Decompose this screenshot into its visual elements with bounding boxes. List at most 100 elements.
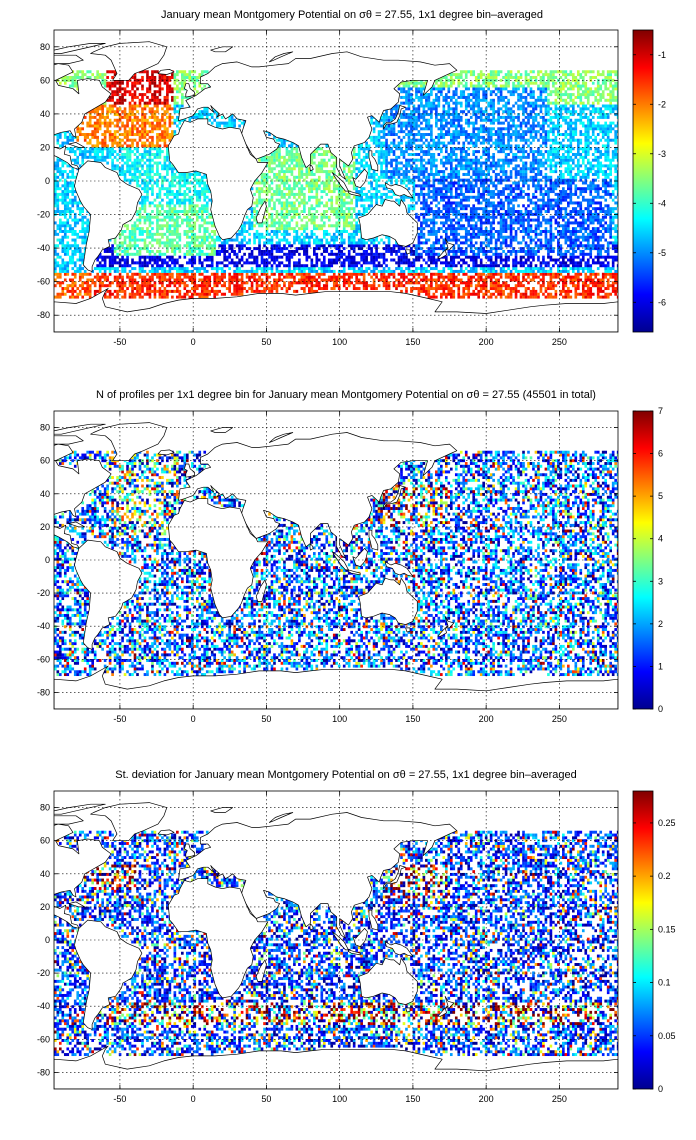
data-bin [98,289,102,293]
data-bin [534,249,538,253]
data-bin [579,244,583,248]
data-bin [273,190,276,194]
data-bin [586,201,590,205]
data-bin [322,264,326,268]
data-bin [534,252,538,256]
data-bin [330,210,334,214]
data-bin [537,258,540,262]
data-bin [499,198,503,202]
data-bin [482,187,485,191]
data-bin [591,241,595,245]
data-bin [529,218,533,222]
data-bin [370,238,373,242]
data-bin [280,269,284,273]
data-bin [435,287,438,291]
data-bin [143,184,147,188]
data-bin [71,238,75,242]
data-bin [195,244,199,248]
data-bin [71,204,75,208]
data-bin [469,232,473,236]
data-bin [502,201,505,205]
data-bin [163,292,167,296]
data-bin [601,289,605,293]
data-bin [310,267,314,271]
data-bin [606,267,610,271]
data-bin [504,295,508,299]
data-bin [449,258,453,262]
data-bin [362,249,366,253]
data-bin [66,267,70,271]
data-bin [489,281,493,285]
data-bin [332,224,336,228]
data-bin [250,269,254,273]
data-bin [171,212,174,216]
data-bin [190,212,194,216]
data-bin [190,224,194,228]
data-bin [519,292,523,296]
data-bin [604,287,608,291]
data-bin [444,284,448,288]
data-bin [512,210,515,214]
data-bin [290,210,294,214]
data-bin [298,247,301,251]
data-bin [499,190,503,194]
data-bin [527,281,530,285]
data-bin [193,184,197,188]
data-bin [547,190,550,194]
data-bin [263,252,266,256]
data-bin [430,261,433,265]
data-bin [544,210,548,214]
data-bin [66,229,70,233]
data-bin [250,227,254,231]
data-bin [203,252,207,256]
data-bin [243,281,246,285]
data-bin [325,287,329,291]
data-bin [589,264,593,268]
data-bin [606,292,610,296]
data-bin [96,272,99,276]
data-bin [462,192,466,196]
data-bin [539,190,543,194]
data-bin [464,204,468,208]
data-bin [350,241,353,245]
data-bin [596,287,600,291]
data-bin [308,275,311,279]
data-bin [360,247,363,251]
data-bin [193,267,197,271]
data-bin [554,258,558,262]
data-bin [245,272,249,276]
data-bin [509,190,513,194]
data-bin [442,269,446,273]
data-bin [81,287,85,291]
data-bin [148,275,152,279]
data-bin [564,249,568,253]
data-bin [305,249,309,253]
data-bin [166,255,169,259]
data-bin [248,275,251,279]
data-bin [452,278,456,282]
data-bin [484,204,488,208]
data-bin [372,238,376,242]
data-bin [113,247,117,251]
data-bin [492,247,495,251]
data-bin [332,190,336,194]
data-bin [542,187,545,191]
data-bin [385,264,388,268]
data-bin [315,238,319,242]
data-bin [606,261,610,265]
data-bin [303,267,306,271]
data-bin [248,269,251,273]
data-bin [161,289,164,293]
data-bin [63,195,67,199]
data-bin [557,272,560,276]
data-bin [449,249,453,253]
data-bin [280,221,284,225]
data-bin [554,289,558,293]
data-bin [529,210,533,214]
data-bin [589,287,593,291]
data-bin [547,238,550,242]
data-bin [78,272,82,276]
data-bin [522,190,525,194]
data-bin [185,269,189,273]
data-bin [275,281,279,285]
